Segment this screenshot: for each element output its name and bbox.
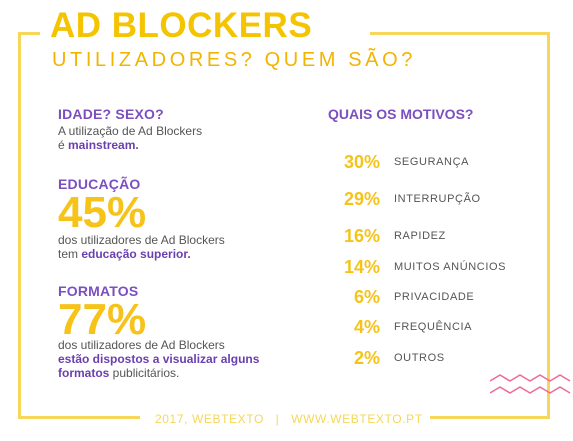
educacao-percent: 45%	[58, 188, 147, 237]
motivo-percent: 16%	[343, 226, 380, 246]
motivo-row: 14% MUITOS ANÚNCIOS	[330, 257, 530, 277]
idade-line2-prefix: é	[58, 138, 69, 152]
idade-heading: IDADE? SEXO?	[58, 106, 164, 122]
formatos-percent: 77%	[58, 295, 147, 344]
educacao-line2: tem educação superior.	[58, 247, 225, 261]
page-title: AD BLOCKERS	[50, 6, 313, 45]
educacao-line1: dos utilizadores de Ad Blockers	[58, 233, 225, 247]
title-mask	[40, 10, 370, 52]
motivo-percent: 6%	[353, 287, 380, 307]
motivo-percent: 2%	[353, 348, 380, 368]
formatos-line1: dos utilizadores de Ad Blockers	[58, 338, 225, 352]
formatos-line3-highlight: formatos	[58, 366, 110, 380]
idade-text: A utilização de Ad Blockers é mainstream…	[58, 124, 202, 152]
idade-line2: é mainstream.	[58, 138, 202, 152]
motivo-percent: 29%	[343, 189, 380, 209]
footer-credit: 2017, WEBTEXTO | WWW.WEBTEXTO.PT	[155, 412, 423, 426]
educacao-heading: EDUCAÇÃO	[58, 176, 141, 192]
motivo-percent: 4%	[353, 317, 380, 337]
motivo-row: 16% RAPIDEZ	[330, 226, 530, 246]
motivo-label: FREQUÊNCIA	[394, 321, 473, 333]
footer-mask	[140, 408, 430, 432]
formatos-line2: estão dispostos a visualizar alguns	[58, 352, 260, 366]
educacao-highlight: educação superior.	[81, 247, 191, 261]
motivo-percent: 30%	[343, 152, 380, 172]
zigzag-decoration-icon	[490, 374, 571, 394]
motivo-row: 30% SEGURANÇA	[330, 152, 530, 172]
formatos-heading: FORMATOS	[58, 283, 139, 299]
motivo-row: 4% FREQUÊNCIA	[330, 317, 530, 337]
motivos-heading: QUAIS OS MOTIVOS?	[328, 106, 474, 122]
formatos-text: dos utilizadores de Ad Blockers estão di…	[58, 338, 259, 380]
motivo-label: MUITOS ANÚNCIOS	[394, 261, 507, 273]
motivo-row: 29% INTERRUPÇÃO	[330, 189, 530, 209]
formatos-line3: formatos publicitários.	[58, 366, 259, 380]
formatos-line3-suffix: publicitários.	[109, 366, 180, 380]
educacao-text: dos utilizadores de Ad Blockers tem educ…	[58, 233, 225, 261]
educacao-line2-prefix: tem	[58, 247, 82, 261]
page-subtitle: UTILIZADORES? QUEM SÃO?	[52, 49, 416, 71]
motivo-label: RAPIDEZ	[394, 230, 446, 242]
idade-line1: A utilização de Ad Blockers	[58, 124, 203, 138]
motivo-percent: 14%	[343, 257, 380, 277]
motivo-label: OUTROS	[394, 352, 445, 364]
motivo-label: PRIVACIDADE	[394, 291, 475, 303]
subtitle-mask	[44, 46, 451, 74]
motivo-row: 6% PRIVACIDADE	[330, 287, 530, 307]
motivo-row: 2% OUTROS	[330, 348, 530, 368]
motivo-label: INTERRUPÇÃO	[394, 193, 481, 205]
idade-highlight: mainstream.	[68, 138, 139, 152]
motivo-label: SEGURANÇA	[394, 156, 470, 168]
